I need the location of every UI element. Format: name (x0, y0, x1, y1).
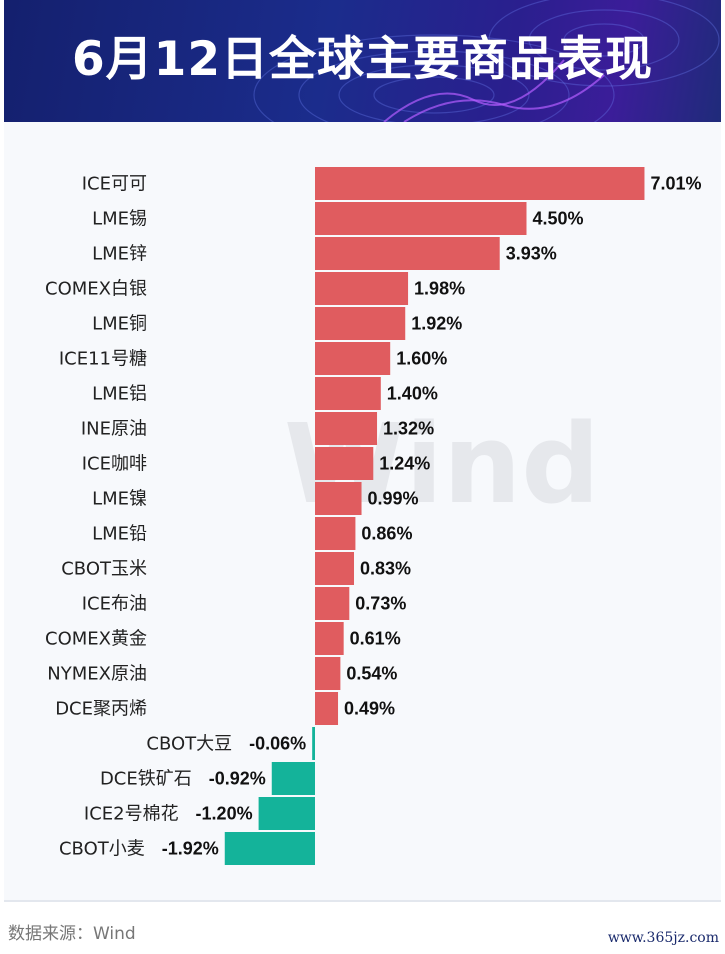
bar (315, 552, 355, 585)
category-label: LME镍 (92, 489, 147, 510)
category-label: LME锡 (92, 209, 147, 230)
data-label: -1.20% (196, 804, 253, 824)
category-label: DCE聚丙烯 (55, 699, 147, 720)
bar (315, 447, 374, 480)
category-label: DCE铁矿石 (100, 769, 192, 790)
category-label: LME铅 (92, 524, 147, 545)
category-label: ICE11号糖 (59, 349, 147, 370)
data-label: 0.49% (344, 699, 395, 719)
category-label: ICE咖啡 (82, 454, 147, 475)
data-label: 1.98% (414, 279, 465, 299)
category-label: NYMEX原油 (47, 664, 147, 685)
data-label: 0.99% (368, 489, 419, 509)
data-label: 3.93% (506, 244, 557, 264)
bar (315, 342, 391, 375)
bar (258, 797, 315, 830)
data-label: -1.92% (162, 839, 219, 859)
bar (315, 167, 645, 200)
chart-panel: Wind 7.01% ICE可可 4.50% LME锡 3.93% LME锌 1.98% CO… (4, 122, 721, 902)
category-label: COMEX黄金 (45, 629, 147, 650)
bar (315, 482, 362, 515)
bar (315, 237, 500, 270)
source-note: 数据来源：Wind (8, 924, 136, 944)
contour-decoration (253, 0, 720, 122)
bar (315, 307, 406, 340)
page-title: 6月12日全球主要商品表现 (71, 32, 654, 87)
site-watermark: www.365jz.com (607, 930, 719, 946)
bar (315, 692, 339, 725)
data-label: -0.92% (209, 769, 266, 789)
data-label: 0.61% (350, 629, 401, 649)
bar (315, 412, 378, 445)
bar (312, 727, 315, 760)
bar (315, 622, 344, 655)
category-label: INE原油 (81, 419, 147, 440)
bar (224, 832, 315, 865)
header-banner: 6月12日全球主要商品表现 (4, 0, 721, 122)
category-label: LME锌 (92, 244, 147, 265)
data-label: 0.73% (355, 594, 406, 614)
bar-chart: Wind 7.01%ICE可可4.50%LME锡3.93%LME锌1.98%CO… (45, 167, 702, 865)
data-label: 0.86% (361, 524, 412, 544)
data-label: 0.83% (360, 559, 411, 579)
data-label: 0.54% (346, 664, 397, 684)
data-label: 1.32% (383, 419, 434, 439)
category-label: CBOT小麦 (59, 839, 145, 860)
bar (271, 762, 315, 795)
data-label: 4.50% (533, 209, 584, 229)
bar (315, 202, 527, 235)
bar (315, 272, 409, 305)
category-label: LME铝 (92, 384, 147, 405)
data-label: 1.24% (379, 454, 430, 474)
category-label: ICE布油 (82, 594, 147, 615)
category-label: LME铜 (92, 314, 147, 335)
bar (315, 657, 341, 690)
category-label: ICE可可 (82, 174, 147, 195)
category-label: ICE2号棉花 (84, 804, 179, 825)
category-label: COMEX白银 (45, 279, 147, 300)
category-label: CBOT玉米 (61, 559, 147, 580)
data-label: 7.01% (650, 174, 701, 194)
data-label: 1.92% (411, 314, 462, 334)
data-label: -0.06% (249, 734, 306, 754)
bar (315, 517, 356, 550)
bar (315, 377, 381, 410)
data-label: 1.40% (387, 384, 438, 404)
category-label: CBOT大豆 (146, 734, 232, 755)
bar (315, 587, 350, 620)
data-label: 1.60% (396, 349, 447, 369)
